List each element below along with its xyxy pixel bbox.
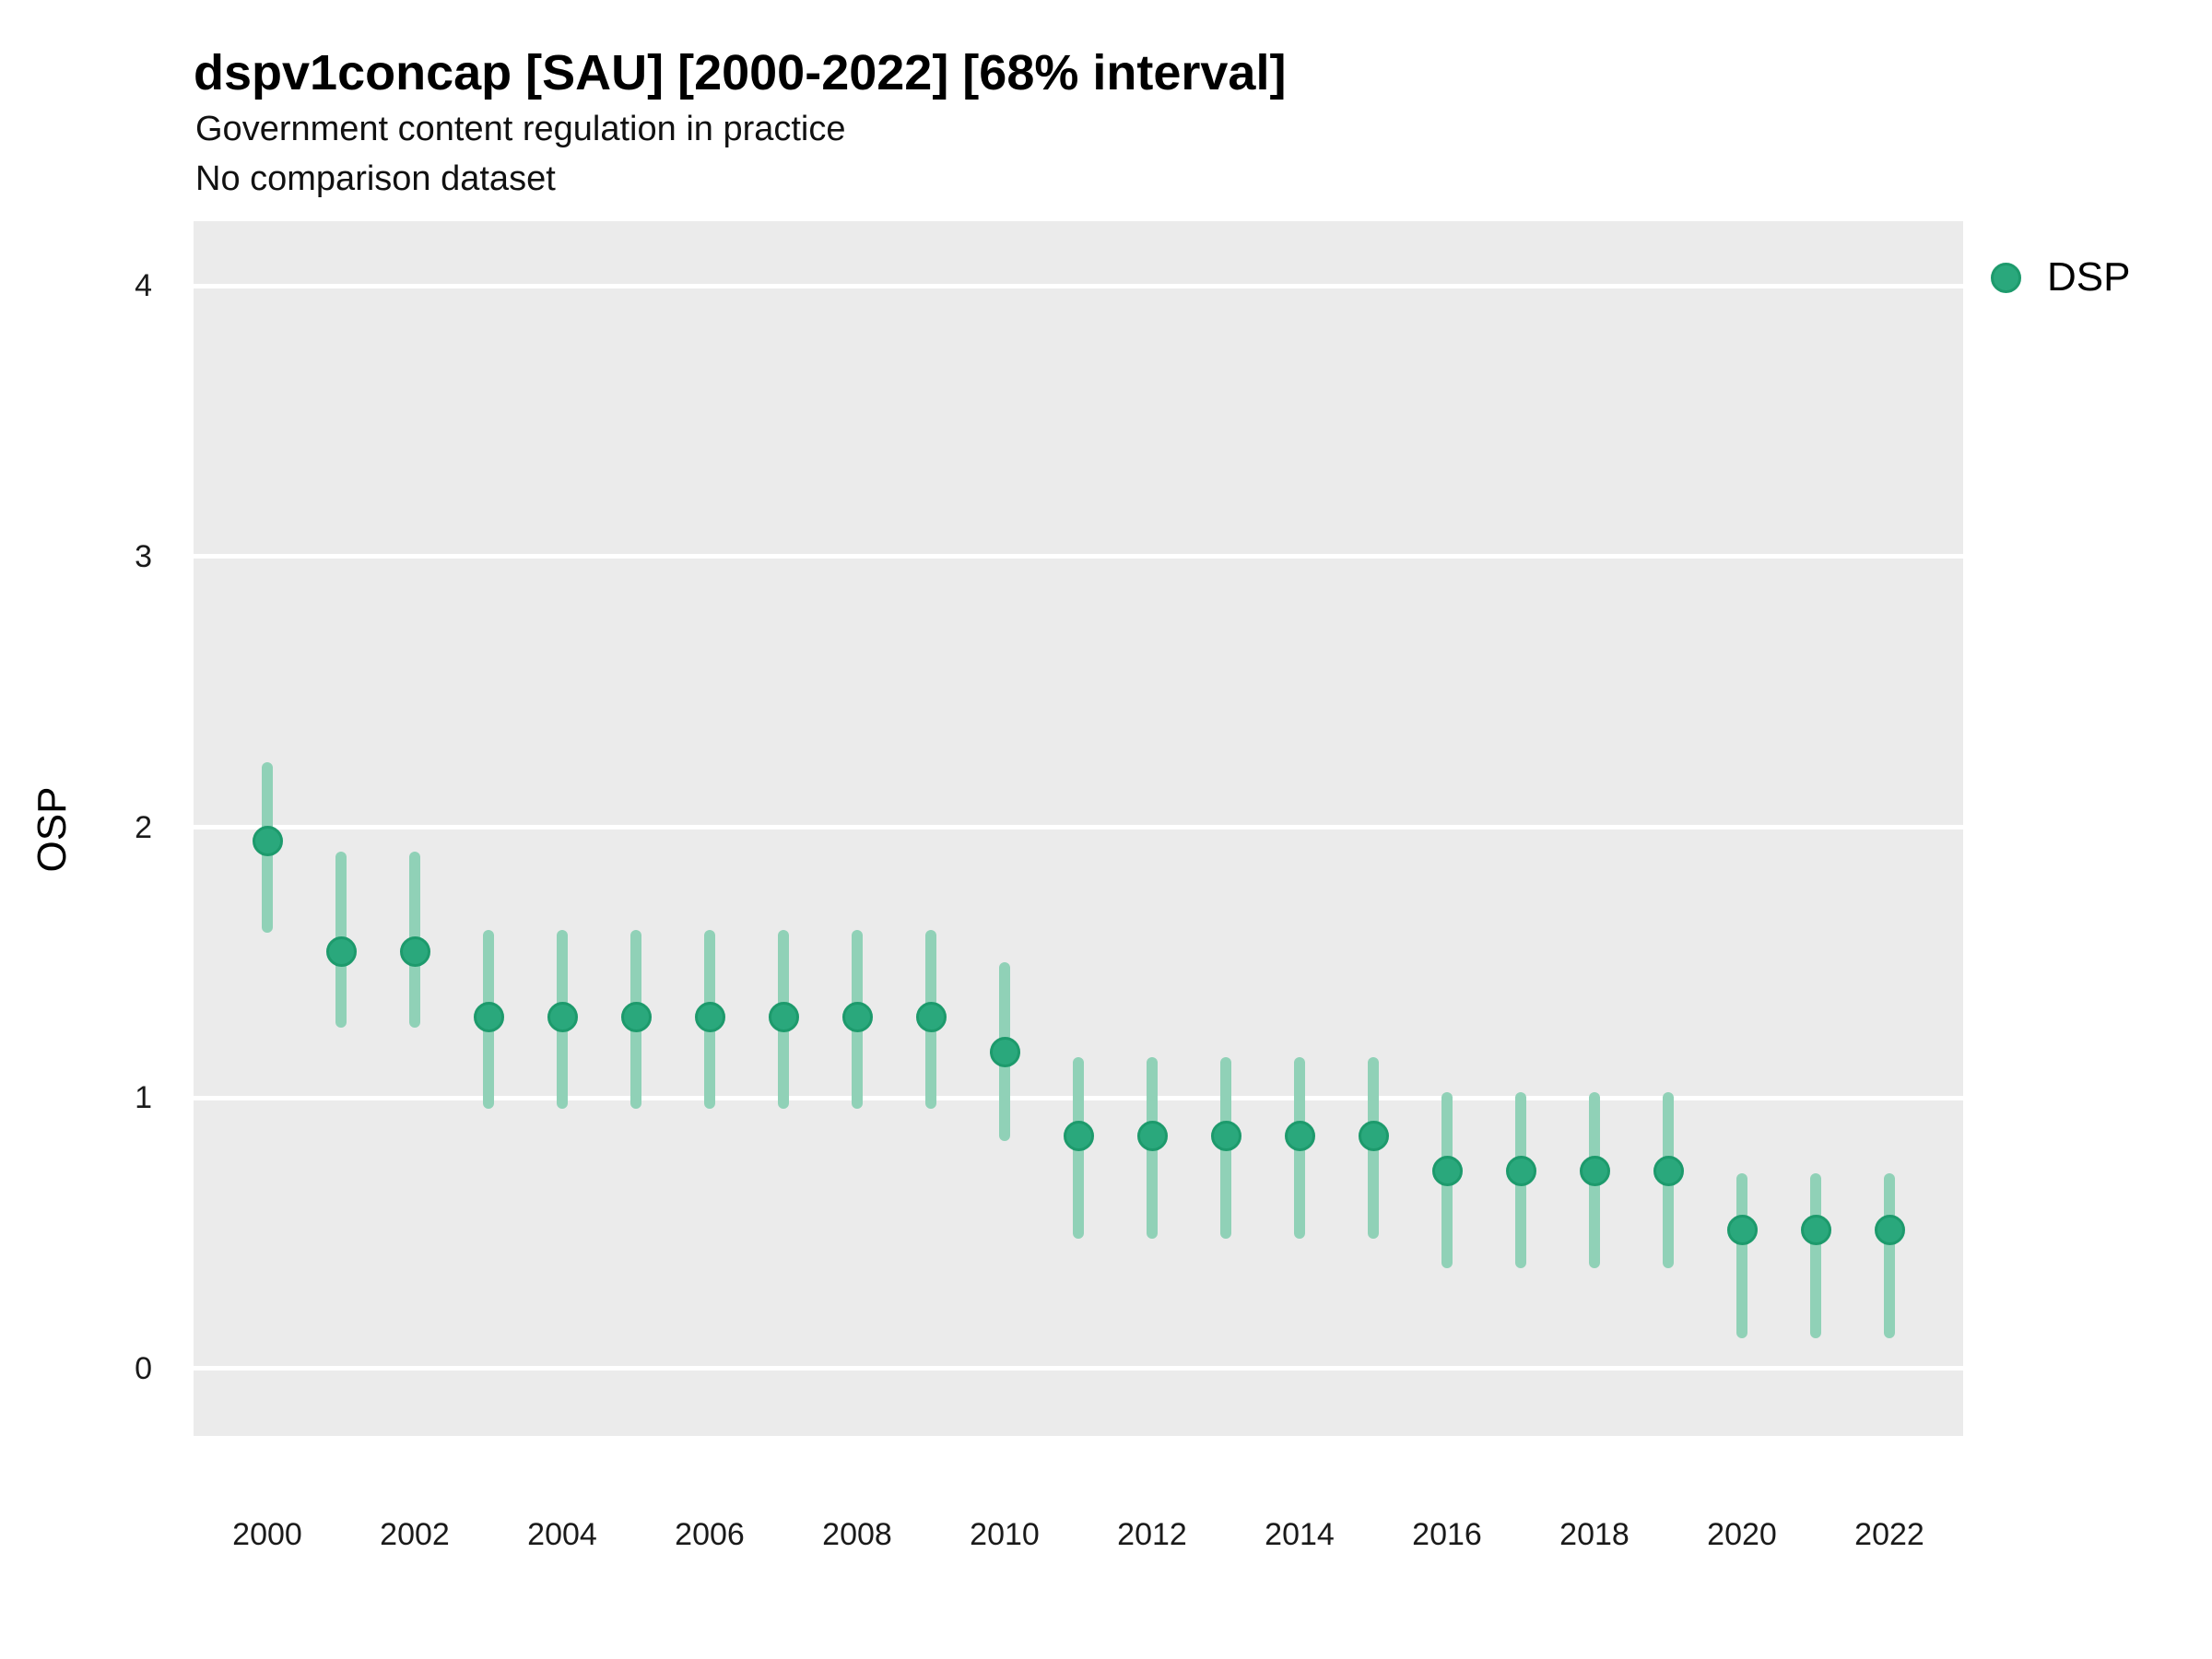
point-marker xyxy=(1431,1155,1463,1186)
point-marker xyxy=(547,1001,578,1032)
y-gridline xyxy=(194,1366,1963,1371)
point-marker xyxy=(325,936,357,968)
point-marker xyxy=(841,1001,873,1032)
y-gridline xyxy=(194,825,1963,830)
point-marker xyxy=(1136,1120,1168,1151)
point-marker xyxy=(1284,1120,1315,1151)
legend-item-dsp: DSP xyxy=(1991,254,2130,300)
point-marker xyxy=(1358,1120,1389,1151)
point-marker xyxy=(915,1001,947,1032)
plot-panel xyxy=(194,221,1963,1436)
point-marker xyxy=(399,936,430,968)
x-tick-label: 2000 xyxy=(232,1517,302,1552)
point-marker xyxy=(1505,1155,1536,1186)
x-tick-label: 2020 xyxy=(1707,1517,1777,1552)
x-tick-label: 2022 xyxy=(1854,1517,1924,1552)
y-tick-label: 0 xyxy=(135,1350,152,1386)
y-gridline xyxy=(194,554,1963,559)
x-tick-label: 2004 xyxy=(527,1517,597,1552)
legend-point-icon xyxy=(1991,262,2021,293)
interval-bar xyxy=(1884,1173,1895,1339)
y-tick-label: 2 xyxy=(135,809,152,845)
point-marker xyxy=(1726,1215,1758,1246)
y-axis-title: OSP xyxy=(29,786,75,873)
point-marker xyxy=(1874,1215,1905,1246)
chart-title: dspv1concap [SAU] [2000-2022] [68% inter… xyxy=(194,45,1287,100)
point-marker xyxy=(1653,1155,1684,1186)
point-marker xyxy=(252,825,283,856)
y-tick-label: 3 xyxy=(135,538,152,574)
interval-bar xyxy=(1810,1173,1821,1339)
point-marker xyxy=(989,1036,1020,1067)
point-marker xyxy=(473,1001,504,1032)
y-tick-label: 4 xyxy=(135,268,152,304)
legend-label: DSP xyxy=(2047,254,2131,300)
interval-bar xyxy=(1736,1173,1747,1339)
point-marker xyxy=(1579,1155,1610,1186)
chart-subtitle-2: No comparison dataset xyxy=(195,159,556,198)
x-tick-label: 2008 xyxy=(822,1517,892,1552)
x-tick-label: 2006 xyxy=(675,1517,745,1552)
point-marker xyxy=(1063,1120,1094,1151)
x-tick-label: 2010 xyxy=(970,1517,1040,1552)
chart-subtitle: Government content regulation in practic… xyxy=(195,110,846,148)
point-marker xyxy=(768,1001,799,1032)
x-tick-label: 2018 xyxy=(1559,1517,1630,1552)
x-tick-label: 2014 xyxy=(1265,1517,1335,1552)
y-gridline xyxy=(194,283,1963,288)
legend: DSP xyxy=(1991,254,2130,300)
x-tick-label: 2002 xyxy=(380,1517,450,1552)
y-tick-label: 1 xyxy=(135,1080,152,1116)
point-marker xyxy=(1210,1120,1241,1151)
point-marker xyxy=(694,1001,725,1032)
x-tick-label: 2012 xyxy=(1117,1517,1187,1552)
point-marker xyxy=(620,1001,652,1032)
x-tick-label: 2016 xyxy=(1412,1517,1482,1552)
point-marker xyxy=(1800,1215,1831,1246)
